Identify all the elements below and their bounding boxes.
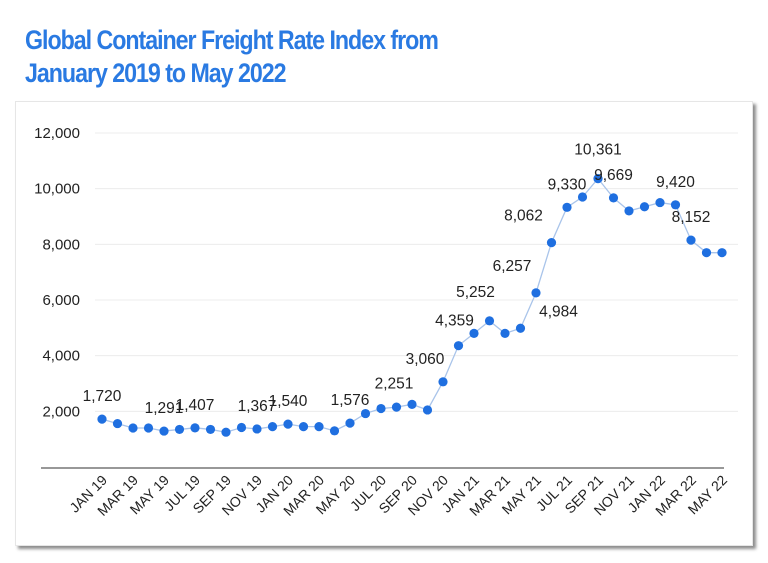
data-label: 9,420 (656, 174, 695, 191)
data-point (484, 316, 495, 326)
data-label: 10,361 (574, 142, 621, 159)
data-point (128, 423, 138, 433)
data-label: 9,669 (594, 167, 633, 184)
data-point (407, 399, 417, 409)
chart-title: Global Container Freight Rate Index from… (25, 24, 439, 90)
data-point (577, 192, 588, 202)
data-label: 1,720 (83, 388, 122, 405)
data-point (608, 193, 619, 203)
data-point (329, 426, 340, 436)
data-label: 9,330 (548, 176, 587, 193)
data-point (717, 248, 727, 258)
data-point (283, 419, 293, 429)
data-point (143, 423, 154, 433)
y-tick-label: 10,000 (34, 181, 80, 198)
chart-card (15, 101, 753, 546)
data-point (500, 328, 510, 338)
data-point (670, 200, 681, 210)
data-point (562, 202, 572, 212)
data-point (236, 422, 247, 433)
data-point (360, 408, 371, 419)
data-point (438, 377, 448, 387)
data-label: 8,062 (504, 208, 543, 225)
data-point (205, 424, 216, 435)
data-point (701, 248, 712, 258)
data-label: 1,407 (176, 397, 215, 414)
data-point (112, 418, 123, 429)
data-label: 6,257 (493, 258, 532, 275)
y-tick-label: 2,000 (42, 403, 80, 420)
data-point (190, 423, 200, 433)
data-label: 3,060 (406, 351, 445, 368)
data-point (422, 405, 433, 415)
y-tick-label: 8,000 (42, 236, 80, 253)
data-point (314, 422, 324, 432)
title-line-2: January 2019 to May 2022 (25, 58, 287, 88)
data-label: 4,984 (539, 303, 578, 320)
data-label: 1,291 (145, 400, 184, 417)
y-tick-label: 6,000 (42, 292, 80, 309)
data-point (531, 288, 541, 298)
data-label: 1,540 (269, 393, 308, 410)
y-tick-label: 12,000 (34, 125, 80, 142)
data-label: 5,252 (456, 284, 495, 301)
data-point (376, 403, 386, 414)
data-point (174, 424, 185, 435)
data-point (221, 427, 231, 437)
data-point (624, 206, 634, 216)
data-point (298, 422, 309, 432)
data-label: 2,251 (375, 375, 414, 392)
data-point (469, 328, 479, 338)
data-point (391, 402, 402, 412)
data-point (593, 174, 603, 184)
series-line (101, 177, 722, 433)
data-label: 4,359 (435, 313, 474, 330)
data-label: 1,576 (331, 392, 370, 409)
data-point (639, 202, 650, 212)
data-point (252, 424, 262, 434)
y-tick-label: 4,000 (42, 348, 80, 365)
data-point (97, 414, 107, 424)
data-point (655, 197, 665, 208)
data-label: 8,152 (672, 209, 711, 226)
data-point (453, 341, 464, 351)
data-label: 1,367 (238, 398, 277, 415)
data-point (267, 422, 278, 432)
data-point (686, 235, 696, 245)
data-point (159, 426, 169, 436)
data-point (546, 238, 557, 248)
data-point (345, 418, 355, 428)
data-point (515, 323, 526, 333)
title-line-1: Global Container Freight Rate Index from (25, 25, 439, 55)
